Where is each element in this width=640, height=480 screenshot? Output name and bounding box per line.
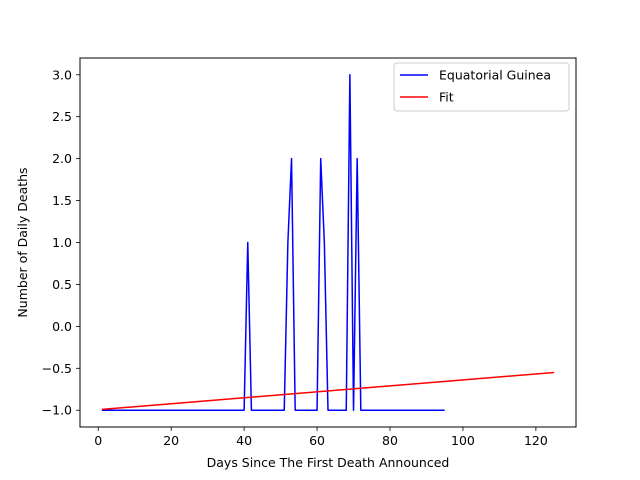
- legend-label-equatorial-guinea: Equatorial Guinea: [439, 68, 551, 83]
- x-axis-ticks: 0 20 40 60 80 100 120: [94, 427, 548, 448]
- y-axis-ticks: −1.0 −0.5 0.0 0.5 1.0 1.5 2.0 2.5 3.0: [42, 67, 80, 418]
- y-tick-label: 0.5: [52, 277, 72, 292]
- x-tick-label: 40: [236, 433, 252, 448]
- x-tick-label: 20: [163, 433, 179, 448]
- x-tick-label: 60: [309, 433, 325, 448]
- y-tick-label: 3.0: [52, 67, 72, 82]
- y-tick-label: 2.5: [52, 109, 72, 124]
- legend-box: [393, 62, 570, 112]
- y-tick-label: −0.5: [42, 361, 72, 376]
- x-axis-label: Days Since The First Death Announced: [207, 455, 450, 470]
- y-tick-label: 0.0: [52, 319, 72, 334]
- y-tick-label: 2.0: [52, 151, 72, 166]
- legend-label-fit: Fit: [439, 90, 454, 105]
- y-tick-label: 1.0: [52, 235, 72, 250]
- legend: Equatorial Guinea Fit: [393, 62, 570, 112]
- x-tick-label: 0: [94, 433, 102, 448]
- y-tick-label: 1.5: [52, 193, 72, 208]
- x-tick-label: 100: [451, 433, 475, 448]
- x-tick-label: 80: [382, 433, 398, 448]
- series-line-fit: [101, 371, 555, 411]
- plot-lines: [101, 74, 555, 411]
- y-axis-label: Number of Daily Deaths: [15, 167, 30, 317]
- x-tick-label: 120: [524, 433, 548, 448]
- series-line-equatorial-guinea: [101, 74, 445, 411]
- y-tick-label: −1.0: [42, 403, 72, 418]
